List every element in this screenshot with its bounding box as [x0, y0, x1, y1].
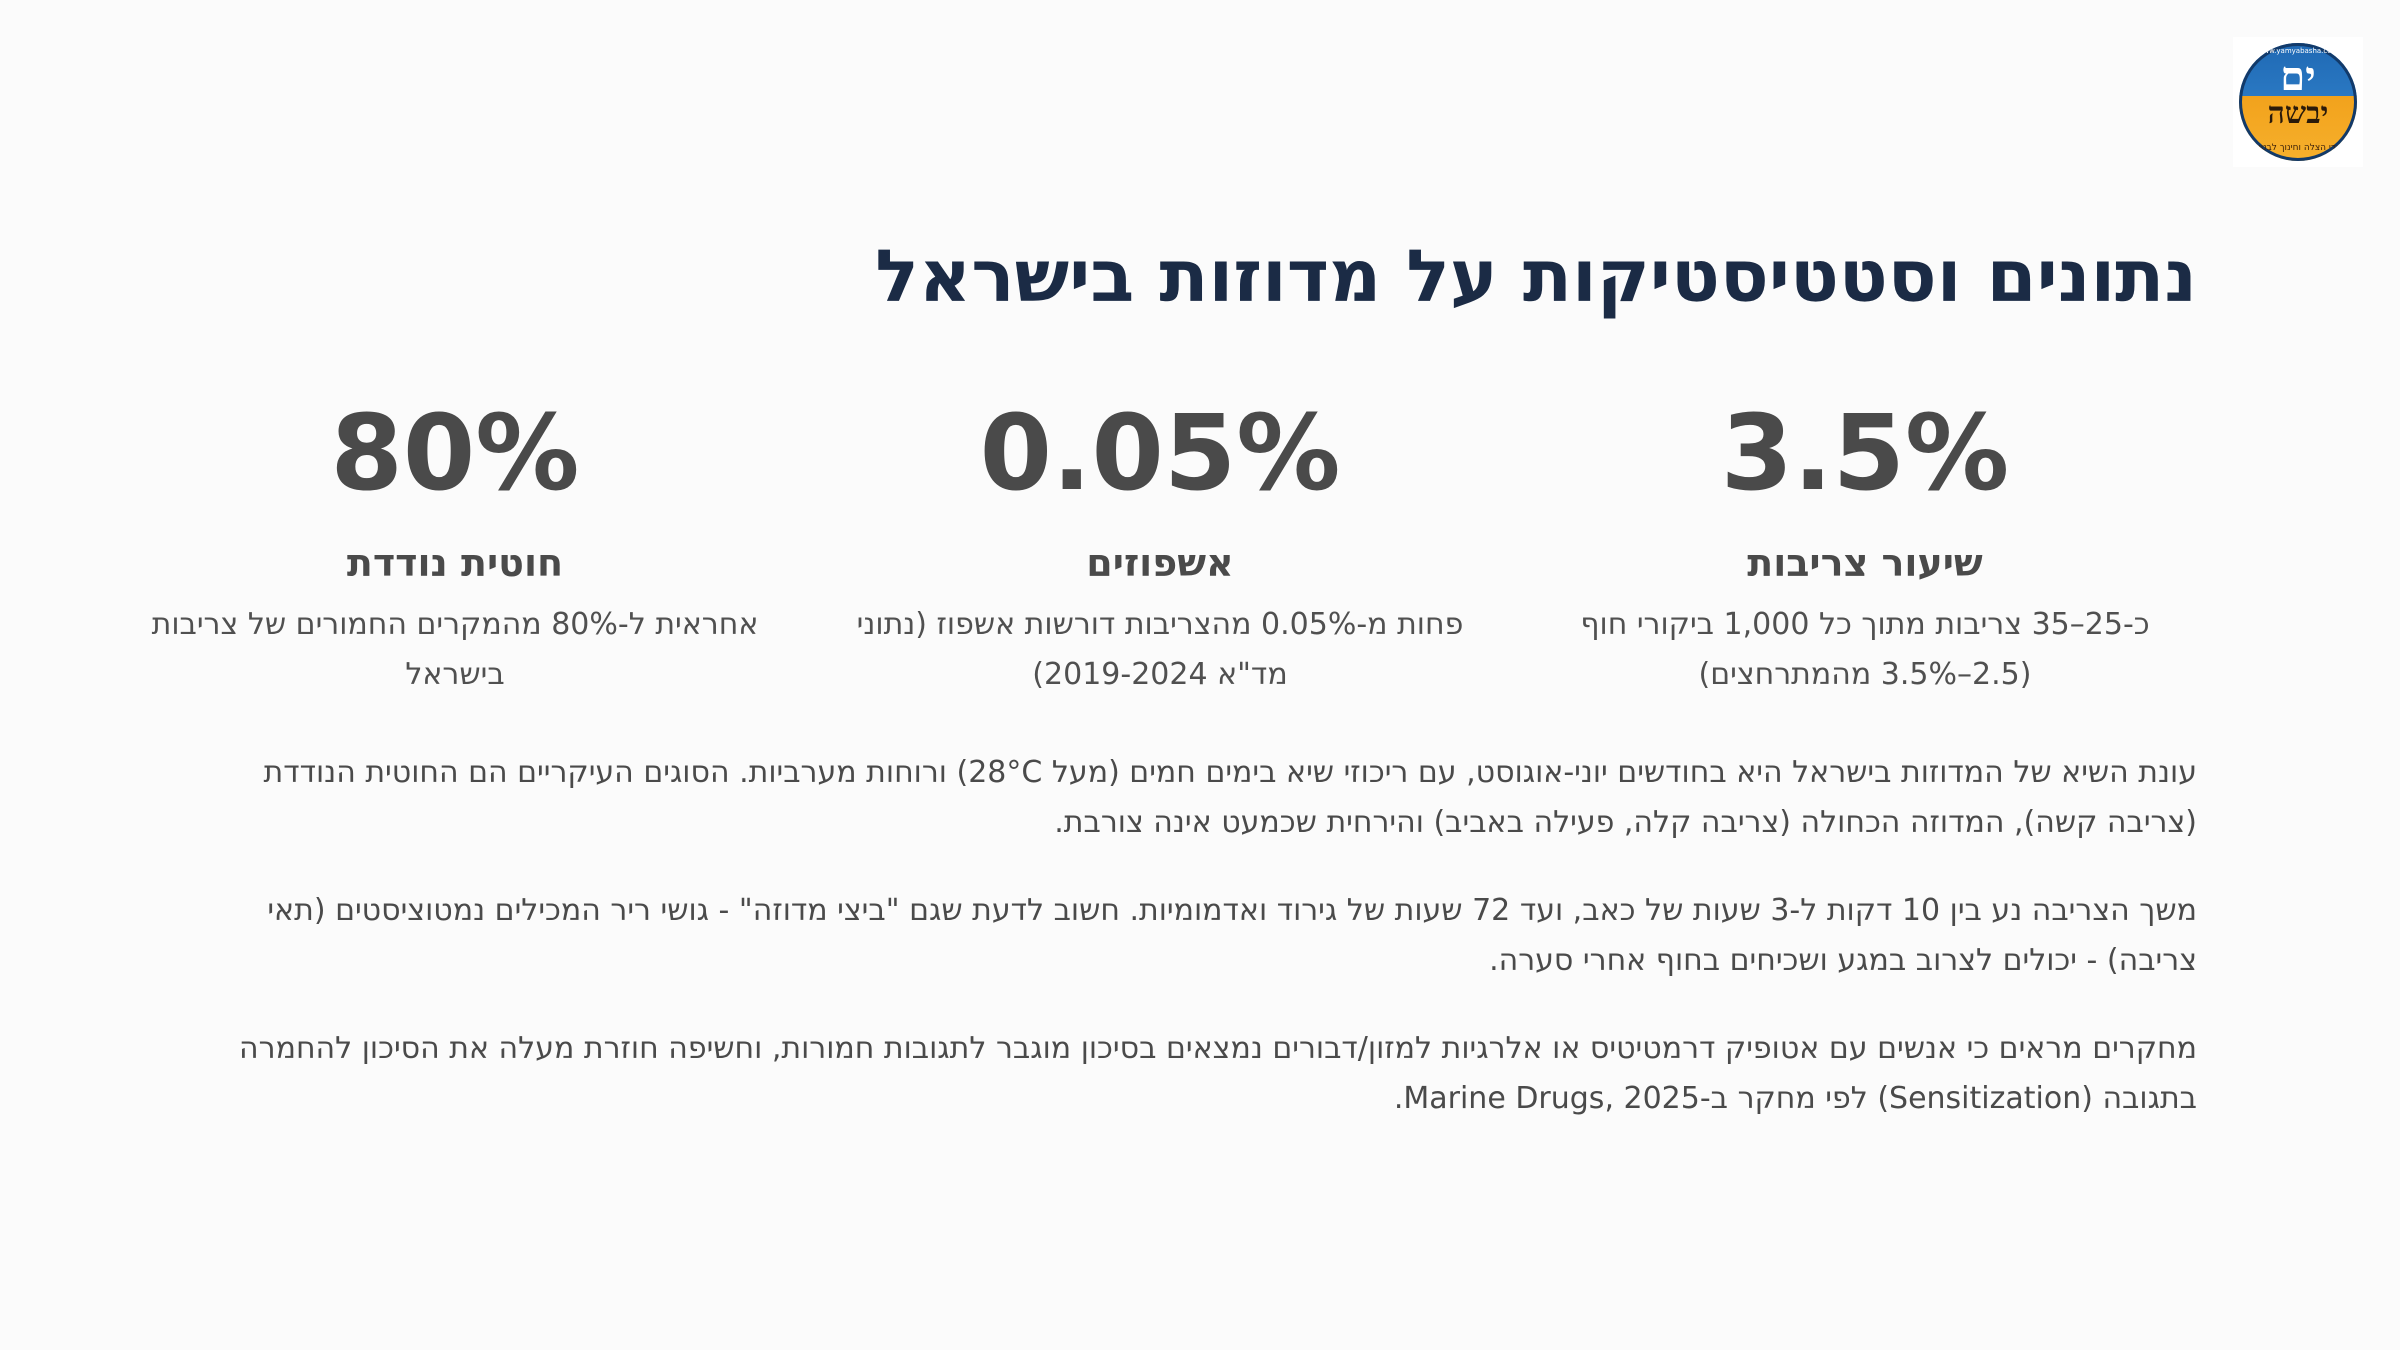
stat-description: כ-25–35 צריבות מתוך כל 1,000 ביקורי חוף …	[1580, 607, 2150, 692]
stat-label: חוטית נודדת	[346, 541, 564, 585]
paragraph-duration: משך הצריבה נע בין 10 דקות ל-3 שעות של כא…	[267, 893, 2197, 978]
logo-emblem: www.yamyabasha.com ים יבשה לימודי הצלה ו…	[2239, 43, 2357, 161]
logo-letters: ים	[2280, 53, 2316, 100]
stat-label: שיעור צריבות	[1747, 541, 1983, 585]
body-text: עונת השיא של המדוזות בישראל היא בחודשים …	[177, 748, 2197, 1162]
stat-card-sting-rate: 3.5% שיעור צריבות כ-25–35 צריבות מתוך כל…	[1540, 388, 2190, 700]
stat-value: 3.5%	[1720, 392, 2010, 514]
logo-rim-text: לימודי הצלה וחינוך לבטיחות	[2244, 143, 2352, 153]
stat-card-nomad-jellyfish: 80% חוטית נודדת אחראית ל-80% מהמקרים החמ…	[130, 388, 780, 700]
page-title: נתונים וסטטיסטיקות על מדוזות בישראל	[875, 234, 2197, 318]
stat-value: 0.05%	[979, 392, 1341, 514]
logo-word: יבשה	[2267, 96, 2329, 131]
stat-card-hospitalization: 0.05% אשפוזים פחות מ-0.05% מהצריבות דורש…	[835, 388, 1485, 700]
stat-description: אחראית ל-80% מהמקרים החמורים של צריבות ב…	[151, 607, 759, 692]
site-logo[interactable]: www.yamyabasha.com ים יבשה לימודי הצלה ו…	[2233, 37, 2363, 167]
stat-description: פחות מ-0.05% מהצריבות דורשות אשפוז (נתונ…	[856, 607, 1464, 692]
stat-label: אשפוזים	[1086, 541, 1234, 585]
paragraph-research: מחקרים מראים כי אנשים עם אטופיק דרמטיטיס…	[239, 1031, 2197, 1116]
paragraph-season: עונת השיא של המדוזות בישראל היא בחודשים …	[263, 755, 2197, 840]
logo-url-text: www.yamyabasha.com	[2257, 47, 2339, 55]
stat-value: 80%	[330, 392, 580, 514]
